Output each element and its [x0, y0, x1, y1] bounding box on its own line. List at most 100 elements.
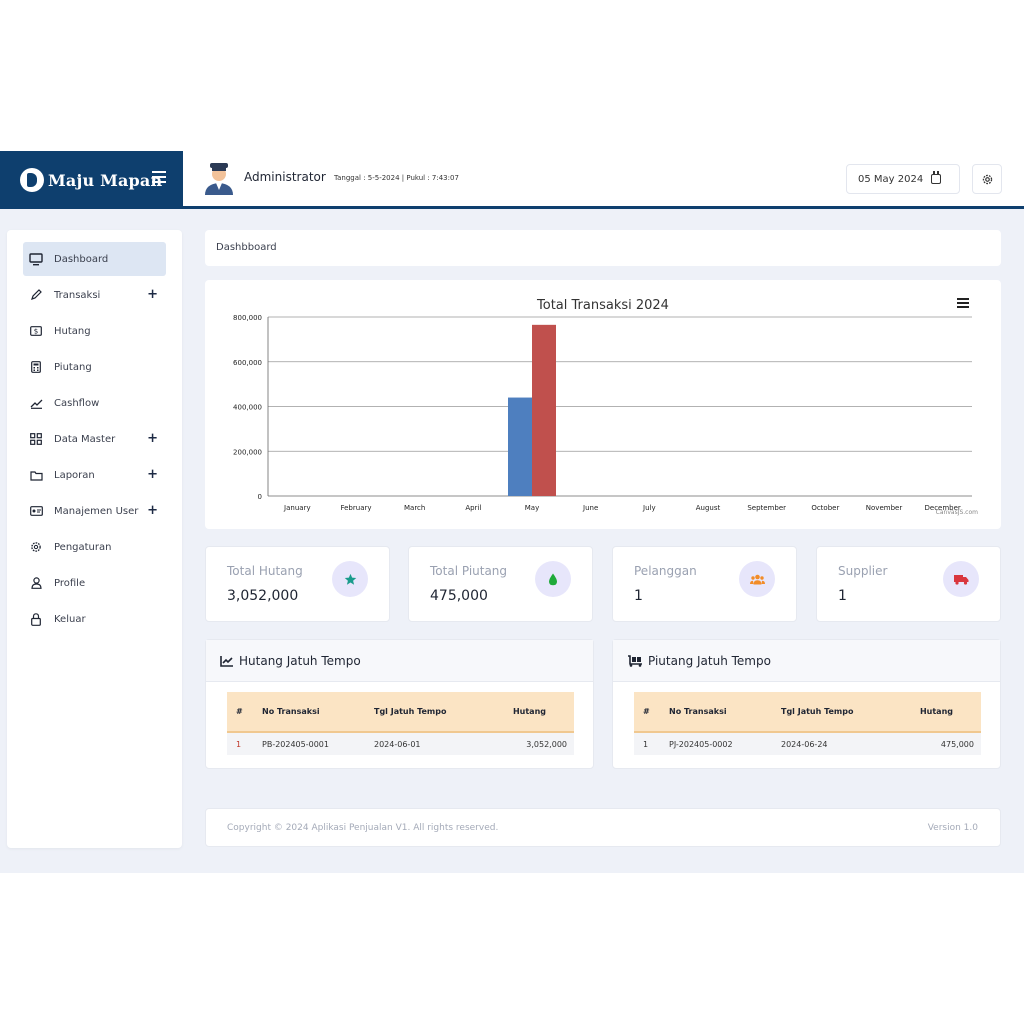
drop-icon — [535, 561, 571, 597]
table-cell: PB-202405-0001 — [262, 732, 374, 755]
piutang-jatuh-tempo-card: Piutang Jatuh Tempo # No Transaksi Tgl J… — [612, 639, 1001, 769]
pencil-icon — [29, 288, 43, 302]
sidebar-item-label: Data Master — [54, 433, 116, 445]
y-tick-label: 600,000 — [233, 359, 262, 367]
lock-icon — [29, 612, 43, 626]
folder-icon — [29, 468, 43, 482]
copyright-text: Copyright © 2024 Aplikasi Penjualan V1. … — [227, 823, 499, 833]
dolly-icon — [628, 654, 642, 667]
stat-value: 1 — [634, 588, 643, 604]
col-header: Tgl Jatuh Tempo — [374, 692, 494, 733]
hutang-table: # No Transaksi Tgl Jatuh Tempo Hutang 1 … — [227, 692, 574, 755]
sidebar-item-hutang[interactable]: $ Hutang — [23, 314, 166, 348]
table-cell: 475,000 — [901, 732, 981, 755]
x-tick-label: December — [925, 504, 961, 512]
expand-plus-icon[interactable]: + — [147, 467, 158, 482]
table-cell: 1 — [227, 732, 262, 755]
dollar-icon: $ — [29, 324, 43, 338]
sidebar-item-label: Manajemen User — [54, 505, 139, 517]
admin-name: Administrator — [244, 170, 326, 184]
col-header: Hutang — [901, 692, 981, 733]
sidebar-item-keluar[interactable]: Keluar — [23, 602, 166, 636]
sidebar-item-piutang[interactable]: Piutang — [23, 350, 166, 384]
chart-credit: CanvasJS.com — [936, 509, 978, 516]
sidebar-item-pengaturan[interactable]: Pengaturan — [23, 530, 166, 564]
piutang-table: # No Transaksi Tgl Jatuh Tempo Hutang 1 … — [634, 692, 981, 755]
card-header: Piutang Jatuh Tempo — [613, 640, 1000, 682]
chart-line-icon — [220, 655, 233, 667]
table-row[interactable]: 1 PJ-202405-0002 2024-06-24 475,000 — [634, 732, 981, 755]
stat-card-pelanggan: Pelanggan 1 — [612, 546, 797, 622]
col-header: No Transaksi — [669, 692, 781, 733]
sidebar-item-label: Hutang — [54, 325, 91, 337]
bar-chart: Total Transaksi 2024 January February Marc… — [233, 298, 978, 516]
y-tick-label: 400,000 — [233, 404, 262, 412]
id-card-icon — [29, 504, 43, 518]
stat-value: 1 — [838, 588, 847, 604]
x-tick-label: May — [525, 504, 539, 512]
trend-icon — [29, 396, 43, 410]
hutang-jatuh-tempo-card: Hutang Jatuh Tempo # No Transaksi Tgl Ja… — [205, 639, 594, 769]
card-title: Hutang Jatuh Tempo — [239, 653, 361, 668]
stat-value: 3,052,000 — [227, 588, 299, 604]
table-header-row: # No Transaksi Tgl Jatuh Tempo Hutang — [634, 692, 981, 733]
sidebar-item-label: Laporan — [54, 469, 95, 481]
sidebar-item-manajemen-user[interactable]: Manajemen User + — [23, 494, 166, 528]
bar-may-0[interactable] — [508, 397, 532, 496]
y-tick-label: 200,000 — [233, 448, 262, 456]
calculator-icon — [29, 360, 43, 374]
users-icon — [739, 561, 775, 597]
expand-plus-icon[interactable]: + — [147, 503, 158, 518]
breadcrumb: Dashbboard — [205, 230, 1001, 266]
stat-label: Total Piutang — [430, 564, 508, 578]
sidebar-item-label: Profile — [54, 577, 86, 589]
bar-may-1[interactable] — [532, 324, 556, 496]
table-header-row: # No Transaksi Tgl Jatuh Tempo Hutang — [227, 692, 574, 733]
menu-toggle-icon[interactable] — [152, 171, 166, 183]
brand-name: Maju Mapan — [48, 170, 163, 190]
admin-avatar-icon — [205, 163, 233, 195]
x-tick-label: April — [465, 504, 481, 512]
sidebar-item-dashboard[interactable]: Dashboard — [23, 242, 166, 276]
chart-menu-icon[interactable] — [957, 298, 969, 308]
gear-icon — [982, 174, 992, 184]
date-value: 05 May 2024 — [858, 173, 924, 185]
footer: Copyright © 2024 Aplikasi Penjualan V1. … — [205, 808, 1001, 847]
sidebar-item-transaksi[interactable]: Transaksi + — [23, 278, 166, 312]
star-icon — [332, 561, 368, 597]
sidebar-item-cashflow[interactable]: Cashflow — [23, 386, 166, 420]
expand-plus-icon[interactable]: + — [147, 287, 158, 302]
app-window: Maju Mapan Administrator Tanggal : 5-5-2… — [0, 151, 1024, 873]
y-tick-label: 0 — [258, 493, 262, 501]
col-header: No Transaksi — [262, 692, 374, 733]
version-text: Version 1.0 — [927, 823, 978, 833]
sidebar-item-laporan[interactable]: Laporan + — [23, 458, 166, 492]
chart-title: Total Transaksi 2024 — [536, 298, 669, 313]
x-tick-label: February — [340, 504, 371, 512]
col-header: Tgl Jatuh Tempo — [781, 692, 901, 733]
table-cell: PJ-202405-0002 — [669, 732, 781, 755]
sidebar: Dashboard Transaksi + $ Hutang Piutang C… — [7, 230, 182, 848]
y-tick-label: 800,000 — [233, 314, 262, 322]
table-row[interactable]: 1 PB-202405-0001 2024-06-01 3,052,000 — [227, 732, 574, 755]
x-tick-label: October — [811, 504, 839, 512]
brand-bar: Maju Mapan — [0, 151, 183, 209]
settings-button[interactable] — [972, 164, 1002, 194]
stat-value: 475,000 — [430, 588, 488, 604]
date-picker[interactable]: 05 May 2024 — [846, 164, 960, 194]
top-bar: Maju Mapan Administrator Tanggal : 5-5-2… — [0, 151, 1024, 209]
table-cell: 1 — [634, 732, 669, 755]
sidebar-item-label: Piutang — [54, 361, 92, 373]
expand-plus-icon[interactable]: + — [147, 431, 158, 446]
breadcrumb-label: Dashbboard — [216, 242, 277, 253]
x-tick-label: September — [747, 504, 786, 512]
sidebar-item-data-master[interactable]: Data Master + — [23, 422, 166, 456]
chart-card: Total Transaksi 2024 January February Marc… — [205, 280, 1001, 529]
user-icon — [29, 576, 43, 590]
sidebar-item-profile[interactable]: Profile — [23, 566, 166, 600]
col-header: # — [227, 692, 262, 733]
table-cell: 3,052,000 — [494, 732, 574, 755]
sidebar-item-label: Cashflow — [54, 397, 100, 409]
monitor-icon — [29, 252, 43, 266]
stat-label: Supplier — [838, 564, 888, 578]
